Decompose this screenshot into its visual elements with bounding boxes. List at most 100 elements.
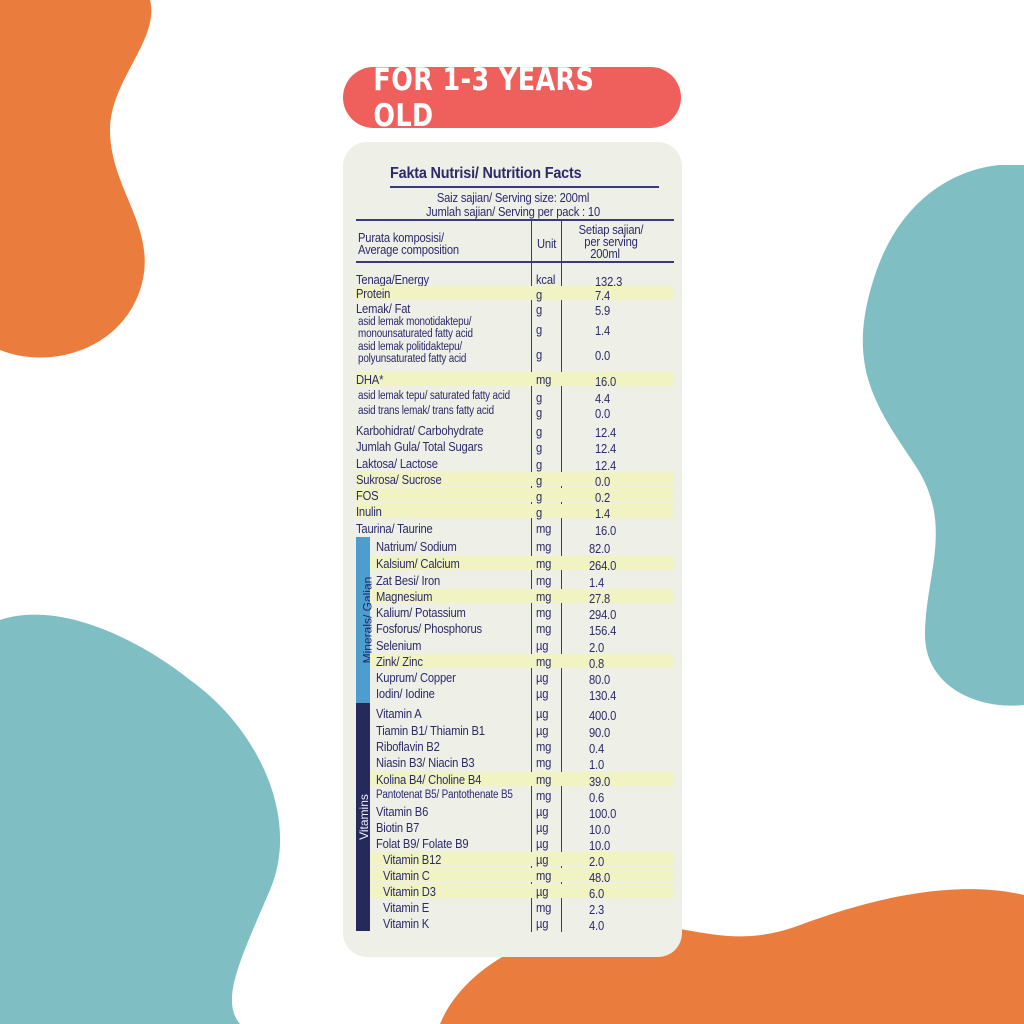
title-rule xyxy=(390,186,659,188)
row-highlight xyxy=(356,488,674,502)
teal-blob-bottom-left xyxy=(0,614,281,1024)
header-rule-top xyxy=(356,219,674,221)
nutrient-unit: µg xyxy=(536,686,549,701)
nutrient-value: 0.0 xyxy=(595,474,611,489)
nutrient-unit: µg xyxy=(536,916,549,931)
nutrient-unit: µg xyxy=(536,836,549,851)
nutrient-name: Protein xyxy=(356,286,391,301)
nutrient-name: Fosforus/ Phosphorus xyxy=(376,621,482,636)
nutrition-facts-label: Fakta Nutrisi/ Nutrition Facts Saiz saji… xyxy=(343,142,682,957)
nutrient-value: 16.0 xyxy=(595,523,617,538)
nutrient-unit: µg xyxy=(536,706,549,721)
vitamins-section-label: Vitamins xyxy=(356,794,371,840)
nutrient-value: 48.0 xyxy=(589,870,611,885)
nutrient-name: Biotin B7 xyxy=(376,820,420,835)
nutrient-name: Zat Besi/ Iron xyxy=(376,573,441,588)
nutrient-value: 6.0 xyxy=(589,886,605,901)
row-highlight xyxy=(356,286,674,300)
nutrient-name: Karbohidrat/ Carbohydrate xyxy=(356,423,484,438)
nutrient-value: 294.0 xyxy=(589,607,617,622)
nutrient-value: 156.4 xyxy=(589,623,617,638)
nutrient-value: 27.8 xyxy=(589,591,611,606)
row-highlight xyxy=(370,884,674,898)
nutrient-value: 82.0 xyxy=(589,541,611,556)
teal-blob-right xyxy=(862,165,1024,706)
header-composition-2: Average composition xyxy=(358,242,459,257)
orange-blob-top-left xyxy=(0,0,152,358)
nutrient-name: Vitamin E xyxy=(383,900,430,915)
nutrient-value: 0.6 xyxy=(589,790,605,805)
nutrient-unit: g xyxy=(536,405,543,420)
nutrient-name: Tiamin B1/ Thiamin B1 xyxy=(376,723,485,738)
nutrient-unit: mg xyxy=(536,654,552,669)
nutrient-unit: mg xyxy=(536,755,552,770)
nutrient-unit: g xyxy=(536,489,543,504)
row-highlight xyxy=(370,654,674,668)
vitamins-section-bar xyxy=(356,703,370,931)
serving-size: Saiz sajian/ Serving size: 200ml xyxy=(436,190,590,205)
nutrient-unit: mg xyxy=(536,589,552,604)
value-column-divider xyxy=(561,220,563,932)
nutrient-unit: g xyxy=(536,424,543,439)
nutrient-name: Vitamin A xyxy=(376,706,422,721)
nutrient-unit: mg xyxy=(536,605,552,620)
nutrient-name: Zink/ Zinc xyxy=(376,654,423,669)
nutrient-value: 12.4 xyxy=(595,425,617,440)
header-unit: Unit xyxy=(537,236,557,251)
nutrient-value: 90.0 xyxy=(589,725,611,740)
nutrient-name: Folat B9/ Folate B9 xyxy=(376,836,469,851)
header-per-serving-2: per serving xyxy=(584,234,638,249)
nutrient-name: Sukrosa/ Sucrose xyxy=(356,472,442,487)
nutrient-value: 1.4 xyxy=(589,575,605,590)
minerals-section-bar xyxy=(356,537,370,703)
row-highlight xyxy=(370,868,674,882)
nutrient-name-line2: monounsaturated fatty acid xyxy=(358,328,473,340)
nutrient-unit: g xyxy=(536,302,543,317)
nutrient-name: Lemak/ Fat xyxy=(356,301,411,316)
nutrient-unit: mg xyxy=(536,372,552,387)
nutrient-value: 2.0 xyxy=(589,640,605,655)
nutrient-name: Kolina B4/ Choline B4 xyxy=(376,772,482,787)
nutrient-name: Kalium/ Potassium xyxy=(376,605,466,620)
row-highlight xyxy=(370,772,674,786)
nutrient-name: Vitamin D3 xyxy=(383,884,436,899)
row-highlight xyxy=(356,472,674,486)
nutrient-unit: g xyxy=(536,457,543,472)
nutrient-unit: g xyxy=(536,287,543,302)
nutrient-name: asid lemak tepu/ saturated fatty acid xyxy=(358,390,510,402)
row-highlight xyxy=(370,589,674,603)
nutrient-unit: mg xyxy=(536,900,552,915)
nutrient-value: 5.9 xyxy=(595,303,611,318)
nutrient-name: Vitamin K xyxy=(383,916,430,931)
nutrient-unit: mg xyxy=(536,621,552,636)
nutrient-name: Niasin B3/ Niacin B3 xyxy=(376,755,475,770)
nutrient-value: 0.4 xyxy=(589,741,605,756)
header-rule-bottom xyxy=(356,261,674,263)
nutrient-value: 4.4 xyxy=(595,391,611,406)
nutrient-value: 0.0 xyxy=(595,348,611,363)
nutrient-value: 0.2 xyxy=(595,490,611,505)
nutrient-value: 12.4 xyxy=(595,441,617,456)
nutrient-value: 10.0 xyxy=(589,822,611,837)
nutrient-name: Inulin xyxy=(356,504,382,519)
nutrient-name: Natrium/ Sodium xyxy=(376,539,457,554)
nutrient-name: Kalsium/ Calcium xyxy=(376,556,460,571)
nutrient-name: Iodin/ Iodine xyxy=(376,686,435,701)
age-badge: FOR 1-3 YEARS OLD xyxy=(343,62,681,134)
nutrient-unit: µg xyxy=(536,723,549,738)
nutrient-value: 130.4 xyxy=(589,688,617,703)
nutrient-unit: mg xyxy=(536,521,552,536)
nutrient-value: 4.0 xyxy=(589,918,605,933)
nutrient-name: Vitamin B12 xyxy=(383,852,442,867)
nutrient-name: Tenaga/Energy xyxy=(356,272,429,287)
servings-per-pack: Jumlah sajian/ Serving per pack : 10 xyxy=(425,204,601,219)
nutrient-value: 2.0 xyxy=(589,854,605,869)
nutrient-value: 1.4 xyxy=(595,506,611,521)
nutrient-name: Kuprum/ Copper xyxy=(376,670,456,685)
nutrient-unit: mg xyxy=(536,573,552,588)
nutrient-value: 0.8 xyxy=(589,656,605,671)
nutrient-name: Magnesium xyxy=(376,589,433,604)
nutrient-value: 0.0 xyxy=(595,406,611,421)
nutrient-name: Laktosa/ Lactose xyxy=(356,456,438,471)
nutrient-unit: µg xyxy=(536,820,549,835)
